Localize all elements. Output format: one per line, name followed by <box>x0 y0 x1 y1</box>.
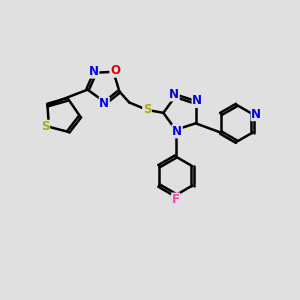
Text: N: N <box>89 65 99 78</box>
Text: N: N <box>192 94 202 107</box>
Text: S: S <box>143 103 151 116</box>
Text: N: N <box>99 97 109 110</box>
Text: S: S <box>41 120 50 133</box>
Text: N: N <box>251 108 261 121</box>
Text: O: O <box>110 64 120 77</box>
Text: F: F <box>172 193 180 206</box>
Text: N: N <box>172 125 182 138</box>
Text: N: N <box>169 88 179 101</box>
